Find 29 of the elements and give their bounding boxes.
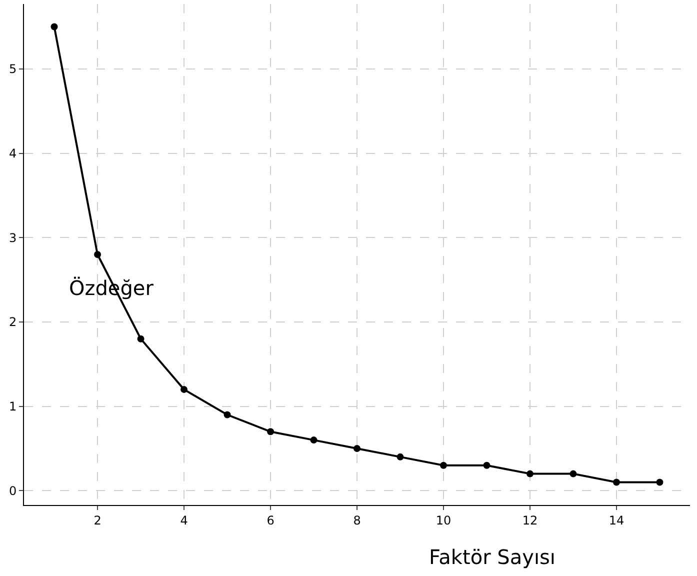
x-tick-label: 12 [522, 513, 538, 528]
point [570, 470, 577, 478]
point [526, 470, 534, 478]
point [94, 251, 102, 258]
y-tick-label: 0 [8, 484, 17, 498]
x-tick-label: 6 [266, 513, 274, 528]
x-axis-title: Faktör Sayısı [429, 545, 556, 569]
point [612, 478, 620, 486]
x-tick-label: 2 [94, 513, 102, 528]
point [440, 462, 447, 469]
point [180, 386, 188, 393]
point [656, 478, 664, 486]
x-tick-label: 4 [180, 513, 188, 528]
point [267, 428, 274, 436]
y-tick-label: 5 [8, 62, 17, 76]
point [50, 23, 58, 30]
point [310, 436, 318, 444]
point [354, 444, 360, 452]
point [224, 411, 231, 418]
x-tick-label: 14 [608, 513, 624, 528]
y-tick-label: 1 [8, 400, 17, 414]
point [483, 462, 490, 469]
y-tick-label: 3 [8, 230, 17, 245]
x-tick-label: 8 [353, 513, 361, 528]
point [137, 335, 144, 342]
y-tick-label: 4 [8, 146, 17, 160]
x-tick-label: 10 [436, 513, 452, 528]
point [396, 453, 404, 460]
y-tick-label: 2 [8, 315, 17, 330]
